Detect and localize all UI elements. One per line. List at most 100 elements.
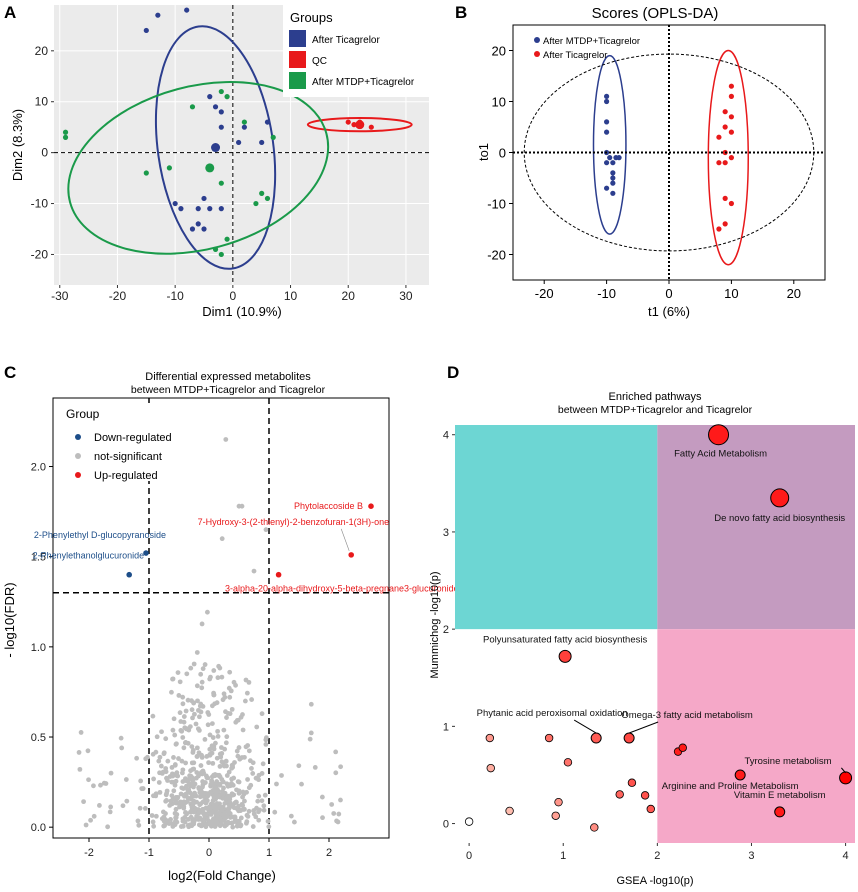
pathway-minor-point-10 (627, 778, 637, 787)
ns-point-670 (329, 802, 335, 807)
ns-point-625 (202, 813, 207, 818)
label-arginine-and-proline-metabolism: Arginine and Proline Metabolism (662, 781, 799, 792)
ns-point-633 (192, 790, 197, 796)
pathway-minor-point-11 (640, 791, 650, 800)
ns-point-382 (221, 727, 227, 733)
ns-point-604 (194, 683, 200, 689)
point-after-ticagrelor-0 (728, 83, 735, 89)
ns-point-330 (246, 679, 252, 685)
centroid-after-ticagrelor (211, 143, 221, 153)
ns-point-354 (194, 754, 200, 759)
ns-point-449 (199, 769, 204, 775)
x-tick-label-0: 0 (230, 289, 237, 303)
leader-7-hydroxy-3-2-thienyl-2-benzofuran-1-3h-one (340, 528, 350, 551)
legend-label-not-significant: not-significant (94, 451, 162, 463)
pathway-minor-point-6 (554, 797, 563, 807)
ns-point-675 (238, 807, 244, 813)
ellipse-qc (306, 117, 413, 133)
ns-point-22 (250, 824, 256, 829)
ns-point-466 (242, 806, 247, 812)
sig-point-7-hydroxy-3-2-thienyl-2-benzofuran-1-3h-one (348, 552, 355, 558)
ns-point-534 (197, 802, 203, 808)
ns-point-389 (274, 781, 279, 787)
ns-point-537 (214, 811, 220, 817)
legend-label-b-after-mtdp-ticagrelor: After MTDP+Ticagrelor (543, 36, 640, 47)
ns-point-266 (119, 745, 125, 751)
ns-point-416 (91, 813, 97, 819)
ns-point-363 (224, 715, 229, 720)
panel-c-title: Differential expressed metabolites (145, 371, 311, 383)
x-tick-label-1: 1 (266, 847, 272, 859)
ns-point-373 (181, 745, 187, 751)
ns-point-568 (157, 789, 163, 795)
ns-point-556 (227, 694, 233, 700)
ns-point-11 (179, 758, 185, 764)
ns-point-698 (187, 724, 193, 730)
ns-point-440 (145, 754, 150, 760)
pathway-minor-point-8 (590, 823, 599, 832)
ns-point-641 (196, 707, 201, 713)
ns-point-349 (190, 747, 196, 753)
sig-point-phytolaccoside-b (368, 503, 374, 509)
ns-point-28 (288, 813, 294, 819)
ns-point-309 (245, 743, 251, 748)
ns-point-222 (320, 815, 325, 821)
y-tick-label-0.5: 0.5 (31, 732, 46, 744)
panel-c-ylabel: - log10(FDR) (2, 582, 17, 657)
label-3-alpha-20-alpha-dihydroxy-5-beta-pregnane3-glucuronide: 3-alpha-20-alpha-dihydroxy-5-beta-pregna… (225, 584, 459, 594)
legend-marker-after-mtdp-ticagrelor (534, 37, 540, 43)
ns-point-669 (139, 786, 145, 792)
point-after-mtdp-ticagrelor-12 (604, 185, 610, 191)
ns-point-180 (243, 820, 249, 826)
point-after-mtdp-ticagrelor-8 (166, 165, 172, 171)
legend-swatch-after-ticagrelor (289, 30, 306, 47)
ns-point-673 (174, 819, 180, 825)
panel-c-label: C (4, 363, 16, 382)
x-tick-label-30: 30 (399, 289, 413, 303)
ns-point-82 (184, 671, 190, 677)
ns-point-617 (244, 789, 249, 795)
ns-point-694 (149, 813, 155, 818)
label-phytanic-acid-peroxisomal-oxidation: Phytanic acid peroxisomal oxidation (477, 708, 628, 719)
ns-point-374 (198, 763, 204, 768)
y-tick-label-10: 10 (35, 95, 49, 109)
ns-point-693 (186, 781, 192, 786)
ns-point-578 (219, 759, 225, 765)
ns-point-549 (189, 760, 195, 766)
ns-point-674 (186, 816, 191, 822)
ns-point-587 (188, 665, 194, 671)
ellipse-after-mtdp-ticagrelor (67, 81, 330, 255)
ns-point-219 (207, 732, 213, 738)
ns-point-305 (225, 809, 231, 815)
panel-b-label: B (455, 3, 467, 22)
ns-point-14 (191, 661, 197, 667)
ellipse-after-mtdp-ticagrelor (592, 54, 627, 235)
sig-point-2-phenylethanolglucuronide (126, 571, 132, 578)
point-qc-0 (345, 119, 351, 125)
y-tick-label-1: 1 (443, 721, 449, 733)
ns-point-692 (232, 819, 238, 825)
ns-point-398 (189, 707, 195, 713)
point-after-mtdp-ticagrelor-3 (604, 129, 610, 135)
ns-point-538 (185, 799, 190, 804)
point-after-ticagrelor-17 (195, 221, 201, 227)
ns-point-434 (211, 668, 217, 673)
panel-a-xlabel: Dim1 (10.9%) (202, 304, 281, 319)
ns-point-684 (200, 784, 205, 790)
panel-b-axes: -20 -10 0 10 20 -20 -10 0 10 20 (487, 25, 825, 301)
ns-point-696 (222, 746, 228, 752)
ns-point-514 (256, 772, 262, 778)
ns-point-652 (204, 791, 210, 796)
ns-point-485 (256, 809, 261, 815)
ns-point-293 (215, 675, 221, 681)
ns-point-473 (153, 791, 159, 797)
ns-point-602 (235, 753, 241, 759)
ns-point-408 (151, 776, 156, 782)
ns-point-659 (189, 823, 195, 829)
point-after-ticagrelor-4 (722, 124, 728, 130)
ns-point-600 (199, 752, 204, 758)
point-after-mtdp-ticagrelor-5 (607, 155, 613, 161)
legend-marker-not-significant (75, 453, 81, 459)
point-after-ticagrelor-4 (212, 104, 219, 110)
panel-c-xlabel: log2(Fold Change) (168, 868, 276, 883)
